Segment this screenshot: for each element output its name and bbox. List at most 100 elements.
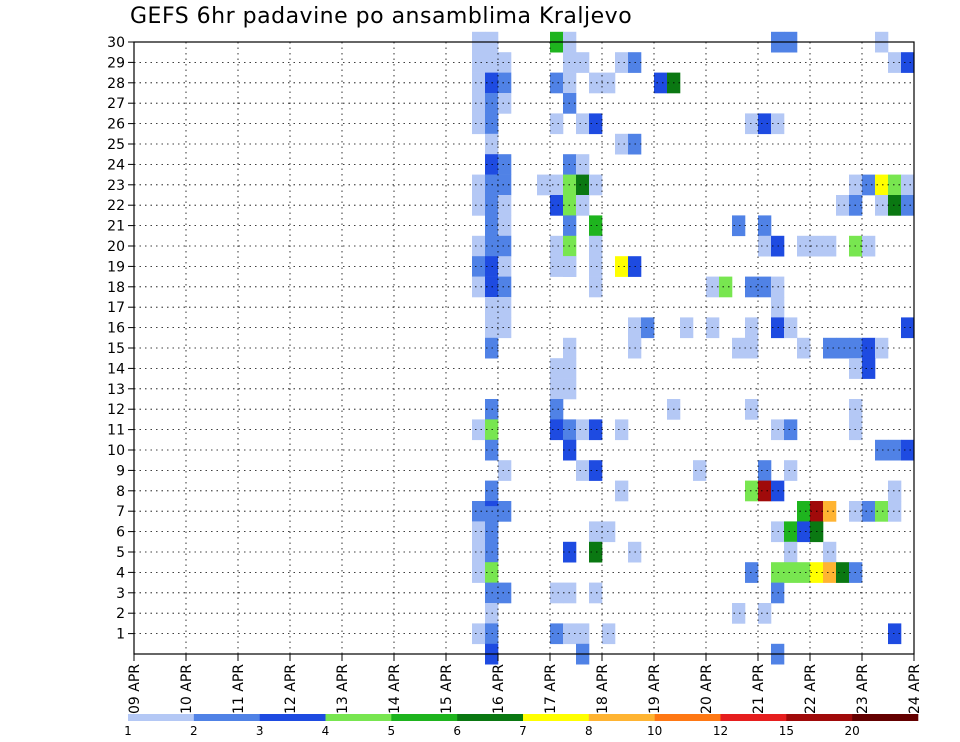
heatmap-cell [784, 541, 798, 563]
heatmap-cell [901, 174, 915, 196]
x-tick-label: 20 APR [699, 664, 715, 714]
colorbar-swatch [720, 714, 787, 721]
y-tick-label: 28 [107, 76, 125, 92]
colorbar-label: 5 [388, 724, 396, 738]
y-tick-label: 10 [107, 443, 125, 459]
heatmap-cell [472, 113, 486, 135]
heatmap-cell [836, 195, 850, 216]
heatmap-cell [576, 154, 590, 175]
heatmap-cell [745, 317, 759, 339]
y-tick-label: 30 [107, 35, 125, 51]
heatmap-cell [576, 52, 590, 73]
heatmap-cell [888, 439, 902, 461]
heatmap-cell [498, 582, 512, 604]
heatmap-cell [589, 521, 603, 543]
colorbar-swatch [523, 714, 590, 721]
heatmap-cell [836, 562, 850, 583]
colorbar-label: 10 [647, 724, 662, 738]
x-tick-label: 19 APR [647, 664, 663, 714]
y-tick-label: 11 [107, 423, 125, 439]
heatmap-cell [732, 603, 746, 624]
y-tick-label: 9 [116, 463, 125, 479]
colorbar-label: 3 [256, 724, 264, 738]
colorbar-label: 15 [779, 724, 794, 738]
y-tick-label: 18 [107, 280, 125, 296]
y-tick-label: 14 [107, 361, 125, 377]
heatmap-cell [901, 439, 915, 461]
y-tick-label: 24 [107, 157, 125, 173]
heatmap-cell [576, 419, 590, 441]
x-tick-label: 15 APR [439, 664, 455, 714]
colorbar-swatch [193, 714, 260, 721]
heatmap-cell [498, 256, 512, 277]
x-tick-label: 16 APR [491, 664, 507, 714]
heatmap-cell [498, 154, 512, 175]
colorbar-swatch [852, 714, 919, 721]
colorbar-swatch [786, 714, 853, 721]
heatmap-cell [888, 501, 902, 522]
heatmap-cell [550, 235, 564, 257]
x-tick-label: 11 APR [231, 664, 247, 714]
y-tick-label: 27 [107, 96, 125, 112]
y-tick-label: 7 [116, 504, 125, 520]
heatmap-cell [862, 501, 876, 522]
heatmap-cell [589, 256, 603, 277]
y-tick-label: 5 [116, 545, 125, 561]
heatmap-cell [615, 133, 629, 155]
y-tick-label: 16 [107, 321, 125, 337]
y-tick-label: 20 [107, 239, 125, 255]
heatmap-cell [875, 195, 889, 216]
heatmap-cell [888, 52, 902, 73]
heatmap-cell [498, 93, 512, 114]
heatmap-cell [498, 460, 512, 481]
y-tick-label: 12 [107, 402, 125, 418]
heatmap-cell [615, 256, 629, 277]
heatmap-cell [680, 317, 694, 339]
y-tick-label: 19 [107, 259, 125, 275]
y-tick-label: 21 [107, 219, 125, 235]
y-tick-label: 3 [116, 586, 125, 602]
heatmap-cell [550, 419, 564, 441]
y-tick-label: 17 [107, 300, 125, 316]
colorbar-label: 4 [322, 724, 330, 738]
x-tick-label: 10 APR [179, 664, 195, 714]
heatmap-cell [498, 174, 512, 196]
heatmap-cell [498, 235, 512, 257]
heatmap-cell [758, 113, 772, 135]
heatmap-cell [498, 72, 512, 94]
heatmap-cell [654, 72, 668, 94]
heatmap-cell [498, 297, 512, 318]
colorbar-label: 8 [585, 724, 593, 738]
heatmap-cell [498, 317, 512, 339]
heatmap-cell [823, 562, 837, 583]
heatmap-cell [550, 113, 564, 135]
heatmap-cell [498, 276, 512, 298]
heatmap-cell [641, 317, 655, 339]
heatmap-cell [485, 506, 499, 527]
heatmap-cell [498, 501, 512, 522]
heatmap-cell [862, 337, 876, 359]
y-tick-label: 2 [116, 606, 125, 622]
colorbar-label: 20 [845, 724, 860, 738]
x-tick-label: 13 APR [335, 664, 351, 714]
heatmap-cell [589, 113, 603, 135]
colorbar-label: 12 [713, 724, 728, 738]
heatmap-cell [589, 582, 603, 604]
heatmap-cell [472, 93, 486, 114]
heatmap-cell [901, 195, 915, 216]
heatmap-cell [745, 562, 759, 583]
heatmap-cell [888, 623, 902, 645]
y-tick-label: 15 [107, 341, 125, 357]
heatmap-cell [472, 419, 486, 441]
colorbar-swatch [259, 714, 326, 721]
heatmap-cell [758, 276, 772, 298]
y-tick-label: 23 [107, 178, 125, 194]
heatmap-cell [550, 256, 564, 277]
colorbar-label: 7 [519, 724, 527, 738]
y-tick-label: 1 [116, 627, 125, 643]
heatmap-cell [589, 460, 603, 481]
heatmap-cell [537, 174, 551, 196]
heatmap-cells [472, 31, 915, 665]
colorbar: 1 2 3 4 5 6 7 8 10 12 15 20 [124, 714, 919, 738]
heatmap-cell [745, 113, 759, 135]
